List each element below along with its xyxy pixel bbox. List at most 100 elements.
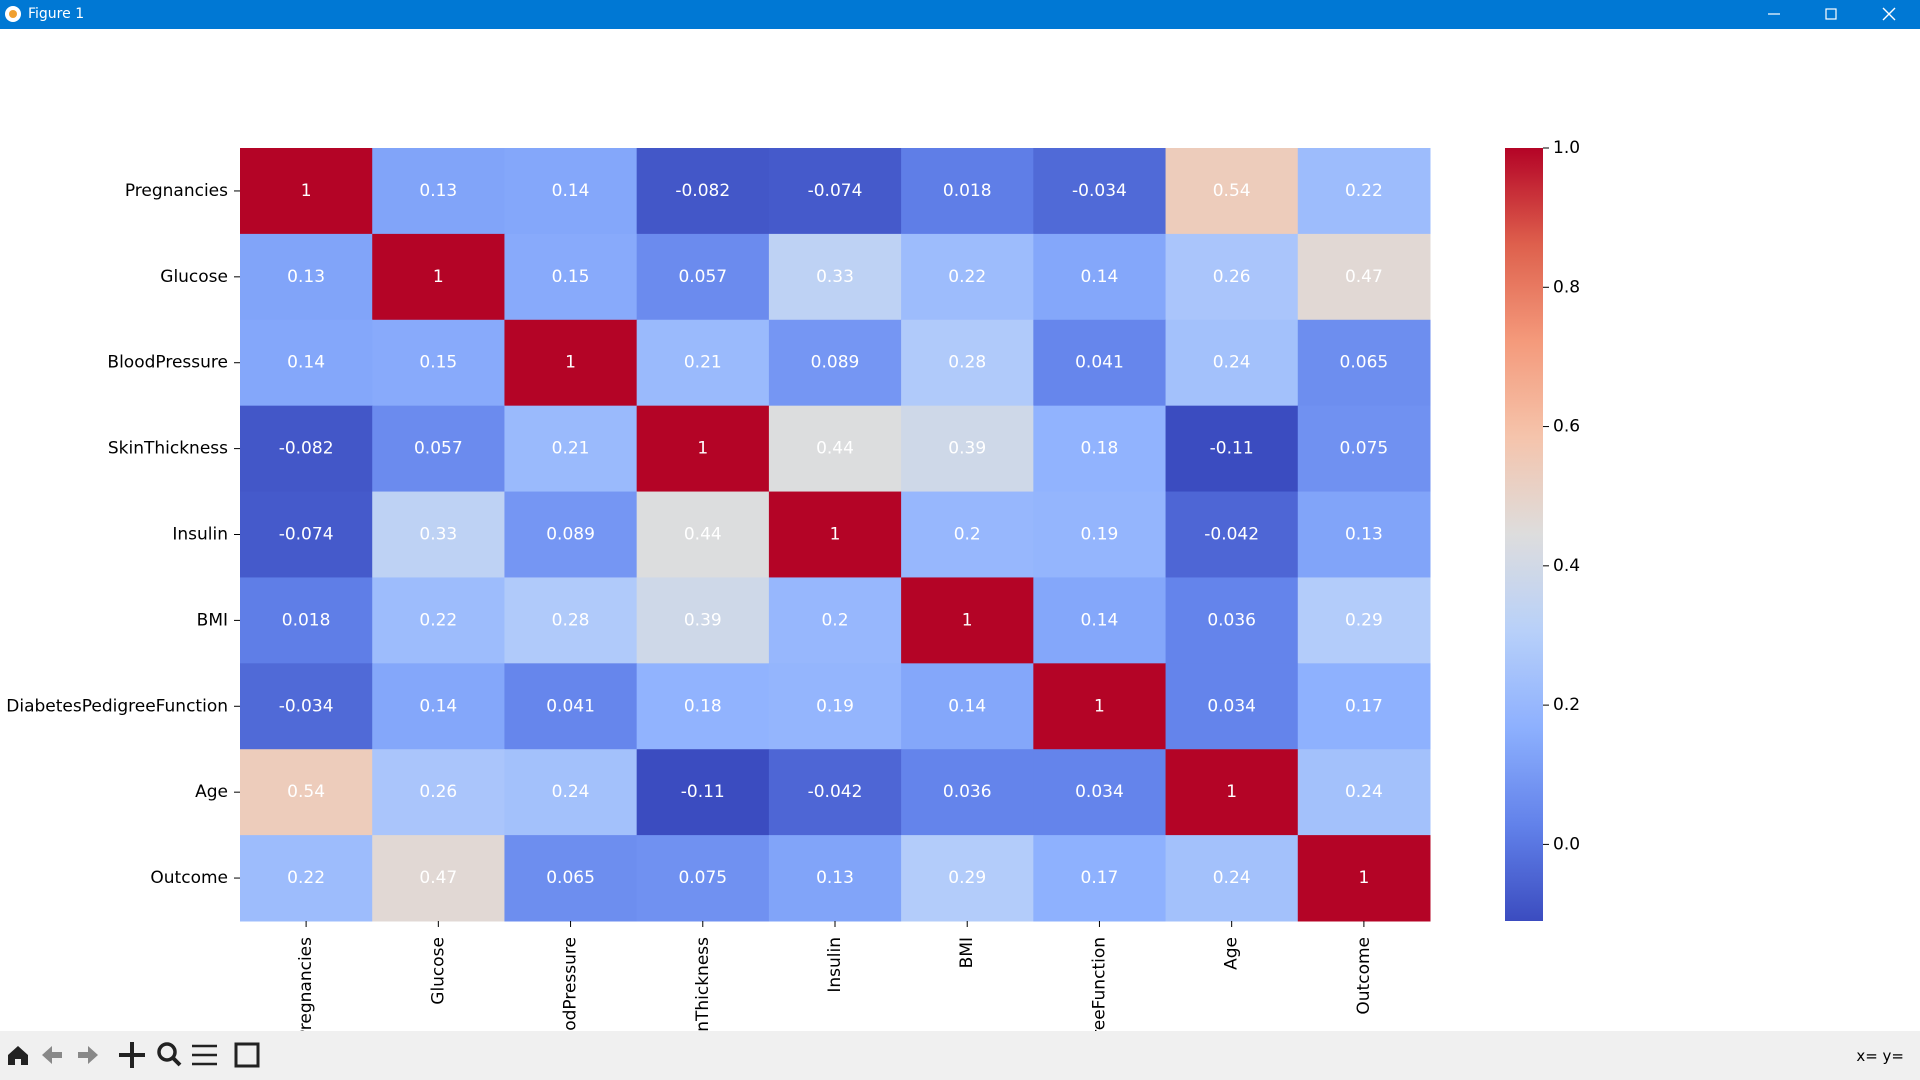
cell-label: 0.041 xyxy=(546,696,595,716)
heatmap-cell xyxy=(901,148,1034,235)
cell-label: 1 xyxy=(301,181,312,201)
close[interactable] xyxy=(1882,7,1896,21)
y-tick-label: Glucose xyxy=(160,267,228,287)
forward-button[interactable] xyxy=(78,1046,98,1064)
cell-label: 0.17 xyxy=(1081,868,1119,888)
heatmap-cell xyxy=(372,749,505,836)
heatmap-cell xyxy=(901,663,1034,750)
cell-label: 0.14 xyxy=(948,696,986,716)
heatmap-cell xyxy=(372,577,505,664)
heatmap-cell xyxy=(768,148,902,235)
cell-label: 0.44 xyxy=(684,525,722,545)
toolbar: x= y= xyxy=(0,1031,1920,1080)
heatmap-cell xyxy=(901,577,1034,664)
heatmap-cell xyxy=(636,233,770,321)
cell-label: 1 xyxy=(830,525,841,545)
cell-label: 1 xyxy=(1358,868,1369,888)
y-tick-label: Age xyxy=(195,782,228,802)
cell-label: 0.39 xyxy=(948,439,986,459)
heatmap-cell xyxy=(768,319,902,407)
heatmap-cell xyxy=(636,405,770,493)
cell-label: 0.075 xyxy=(678,868,727,888)
heatmap-cell xyxy=(636,491,770,578)
cell-label: -0.042 xyxy=(808,782,863,802)
cell-label: -0.042 xyxy=(1204,525,1259,545)
cell-label: 0.29 xyxy=(1345,610,1383,630)
heatmap-cell xyxy=(240,491,373,578)
window-title: Figure 1 xyxy=(28,6,85,22)
heatmap-cell xyxy=(240,835,373,922)
heatmap-cell xyxy=(768,491,902,578)
cell-label: 0.14 xyxy=(287,353,325,373)
title-bar: Figure 1 xyxy=(0,0,1920,29)
restore[interactable] xyxy=(1825,8,1837,20)
heatmap-cell xyxy=(1165,319,1299,407)
y-tick-label: BMI xyxy=(197,610,228,630)
heatmap-cell xyxy=(240,663,373,750)
colorbar xyxy=(1505,148,1543,921)
cell-label: 0.18 xyxy=(684,696,722,716)
window-controls[interactable] xyxy=(1740,0,1920,29)
heatmap-cell xyxy=(1297,319,1431,407)
cell-label: 0.26 xyxy=(1213,267,1251,287)
cell-label: 0.24 xyxy=(552,782,590,802)
cell-label: 0.28 xyxy=(948,353,986,373)
heatmap-cell xyxy=(1297,749,1431,836)
heatmap-cell xyxy=(372,233,505,321)
heatmap-cell xyxy=(1165,663,1299,750)
y-tick-label: DiabetesPedigreeFunction xyxy=(6,696,228,716)
cell-label: 0.036 xyxy=(1207,610,1256,630)
back-button[interactable] xyxy=(42,1046,62,1064)
cell-label: 0.065 xyxy=(546,868,595,888)
cell-label: 0.034 xyxy=(1207,696,1256,716)
cell-label: -0.074 xyxy=(808,181,863,201)
cell-label: 0.13 xyxy=(287,267,325,287)
x-tick-label: BMI xyxy=(957,937,977,968)
cell-label: -0.082 xyxy=(279,439,334,459)
heatmap-cell xyxy=(636,319,770,407)
heatmap-cell xyxy=(1033,749,1167,836)
cell-label: -0.034 xyxy=(1072,181,1127,201)
cell-label: 0.22 xyxy=(1345,181,1383,201)
cell-label: 0.22 xyxy=(948,267,986,287)
heatmap-cell xyxy=(1165,405,1299,493)
cell-label: 0.39 xyxy=(684,610,722,630)
heatmap-cell xyxy=(768,835,902,922)
cell-label: 0.22 xyxy=(287,868,325,888)
toolbar-icons[interactable] xyxy=(0,1031,300,1080)
y-tick-label: BloodPressure xyxy=(107,353,228,373)
cell-label: 0.075 xyxy=(1340,439,1389,459)
heatmap-cell xyxy=(901,233,1034,321)
save-button[interactable] xyxy=(234,1042,260,1068)
configure-button[interactable] xyxy=(192,1044,217,1066)
cell-label: 0.13 xyxy=(816,868,854,888)
heatmap-cell xyxy=(901,749,1034,836)
heatmap-cell xyxy=(768,749,902,836)
colorbar-tick-label: 0.0 xyxy=(1553,834,1580,854)
cell-label: 1 xyxy=(1094,696,1105,716)
cell-label: 0.44 xyxy=(816,439,854,459)
x-tick-label: BloodPressure xyxy=(561,937,581,1031)
cell-label: 0.33 xyxy=(419,525,457,545)
cell-label: 0.54 xyxy=(1213,181,1251,201)
cell-label: 1 xyxy=(565,353,576,373)
cell-label: 0.54 xyxy=(287,782,325,802)
heatmap-cell xyxy=(504,405,638,493)
heatmap-cell xyxy=(1033,233,1167,321)
colorbar-tick-label: 0.2 xyxy=(1553,695,1580,715)
heatmap-cell xyxy=(1165,835,1299,922)
cell-label: 0.24 xyxy=(1345,782,1383,802)
heatmap-cell xyxy=(372,405,505,493)
heatmap-cell xyxy=(768,233,902,321)
pan-button[interactable] xyxy=(119,1042,145,1068)
colorbar-tick-label: 1.0 xyxy=(1553,138,1580,158)
cell-label: 0.21 xyxy=(552,439,590,459)
home-button[interactable] xyxy=(8,1046,28,1065)
zoom-button[interactable] xyxy=(157,1042,177,1062)
heatmap-cell xyxy=(504,319,638,407)
cell-label: 0.018 xyxy=(943,181,992,201)
y-tick-label: Outcome xyxy=(150,868,228,888)
heatmap-cell xyxy=(504,835,638,922)
heatmap-cell xyxy=(504,148,638,235)
cell-label: -0.082 xyxy=(675,181,730,201)
